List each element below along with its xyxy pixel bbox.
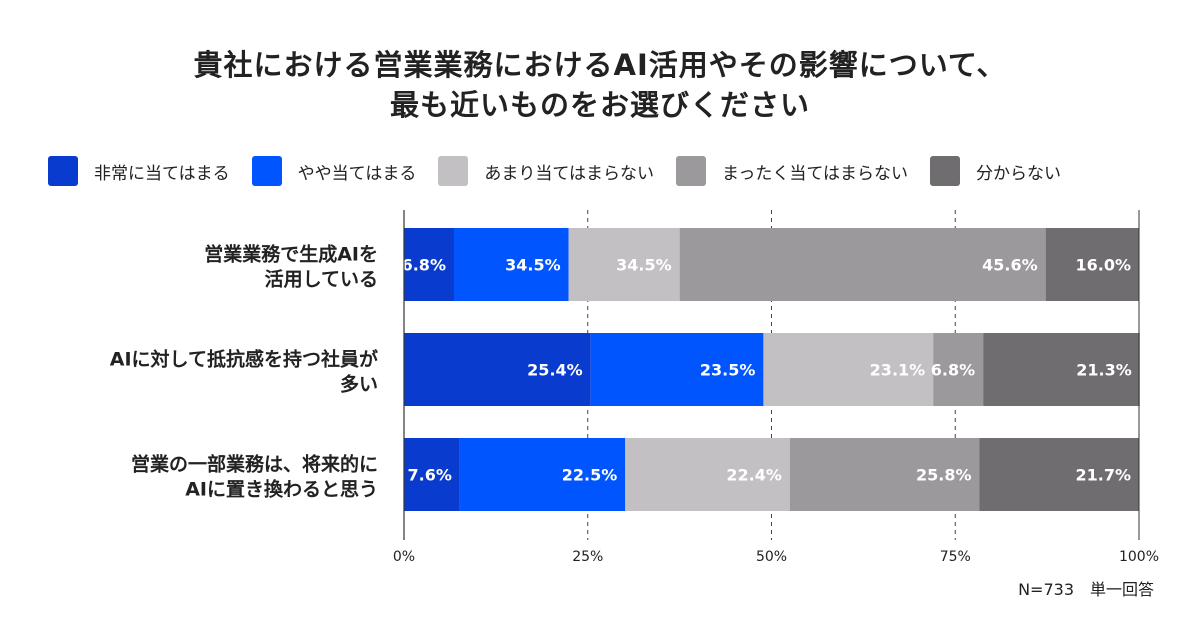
- category-label: 多い: [340, 373, 378, 396]
- data-label: 21.3%: [1076, 361, 1132, 380]
- legend-label: あまり当てはまらない: [484, 163, 655, 184]
- data-label: 21.7%: [1075, 466, 1131, 485]
- x-tick-label: 50%: [756, 549, 787, 565]
- category-label: 営業の一部業務は、将来的に: [131, 453, 378, 476]
- bar-segment: [1045, 228, 1139, 301]
- category-label: AIに対して抵抗感を持つ社員が: [110, 348, 378, 371]
- bar-segment: [459, 438, 626, 511]
- x-tick-label: 0%: [393, 549, 415, 565]
- chart-title-line-1: 貴社における営業業務におけるAI活用やその影響について、: [193, 48, 1007, 82]
- data-label: 7.6%: [407, 466, 451, 485]
- x-tick-label: 75%: [940, 549, 971, 565]
- bar-segment: [568, 228, 680, 301]
- category-label: AIに置き換わると思う: [185, 478, 378, 501]
- bar-segment: [453, 228, 569, 301]
- legend-swatch: [930, 156, 960, 186]
- bar-segment: [404, 228, 454, 301]
- bar-segment: [983, 333, 1140, 406]
- legend-swatch: [48, 156, 78, 186]
- bar-segment: [763, 333, 934, 406]
- data-label: 6.8%: [402, 256, 446, 275]
- legend-swatch: [251, 156, 282, 186]
- x-tick-label: 25%: [572, 549, 603, 565]
- legend-label: 分からない: [976, 163, 1061, 184]
- bar-segment: [625, 438, 790, 511]
- bar-segment: [789, 438, 980, 511]
- legend-swatch: [676, 156, 707, 186]
- legend-swatch: [438, 156, 469, 186]
- sample-note: N=733 単一回答: [1018, 580, 1154, 599]
- legend-item: あまり当てはまらない: [438, 156, 654, 186]
- legend-item: 分からない: [930, 156, 1061, 186]
- bar-segment: [590, 333, 764, 406]
- data-label: 16.0%: [1075, 256, 1131, 275]
- data-label: 25.8%: [916, 466, 972, 485]
- category-label: 営業業務で生成AIを: [204, 243, 378, 266]
- bar-segment: [679, 228, 1046, 301]
- data-label: 22.4%: [726, 466, 782, 485]
- legend-label: 非常に当てはまる: [94, 163, 230, 184]
- data-label: 34.5%: [505, 256, 561, 275]
- data-label: 23.1%: [870, 361, 926, 380]
- bar-segment: [933, 333, 984, 406]
- legend: 非常に当てはまる やや当てはまる あまり当てはまらない まったく当てはまらない …: [48, 156, 1083, 186]
- legend-item: やや当てはまる: [251, 156, 417, 186]
- bar-segment: [404, 333, 591, 406]
- data-label: 25.4%: [527, 361, 583, 380]
- x-tick-label: 100%: [1119, 549, 1159, 565]
- data-label: 22.5%: [562, 466, 618, 485]
- legend-item: 非常に当てはまる: [48, 156, 230, 186]
- data-label: 6.8%: [931, 361, 975, 380]
- legend-label: やや当てはまる: [297, 163, 417, 184]
- data-label: 23.5%: [700, 361, 756, 380]
- chart-title-line-2: 最も近いものをお選びください: [389, 88, 810, 122]
- legend-label: まったく当てはまらない: [722, 163, 908, 184]
- legend-item: まったく当てはまらない: [676, 156, 908, 186]
- bar-segment: [404, 438, 460, 511]
- data-label: 45.6%: [982, 256, 1038, 275]
- data-label: 34.5%: [616, 256, 672, 275]
- bar-segment: [979, 438, 1139, 511]
- category-label: 活用している: [265, 268, 378, 291]
